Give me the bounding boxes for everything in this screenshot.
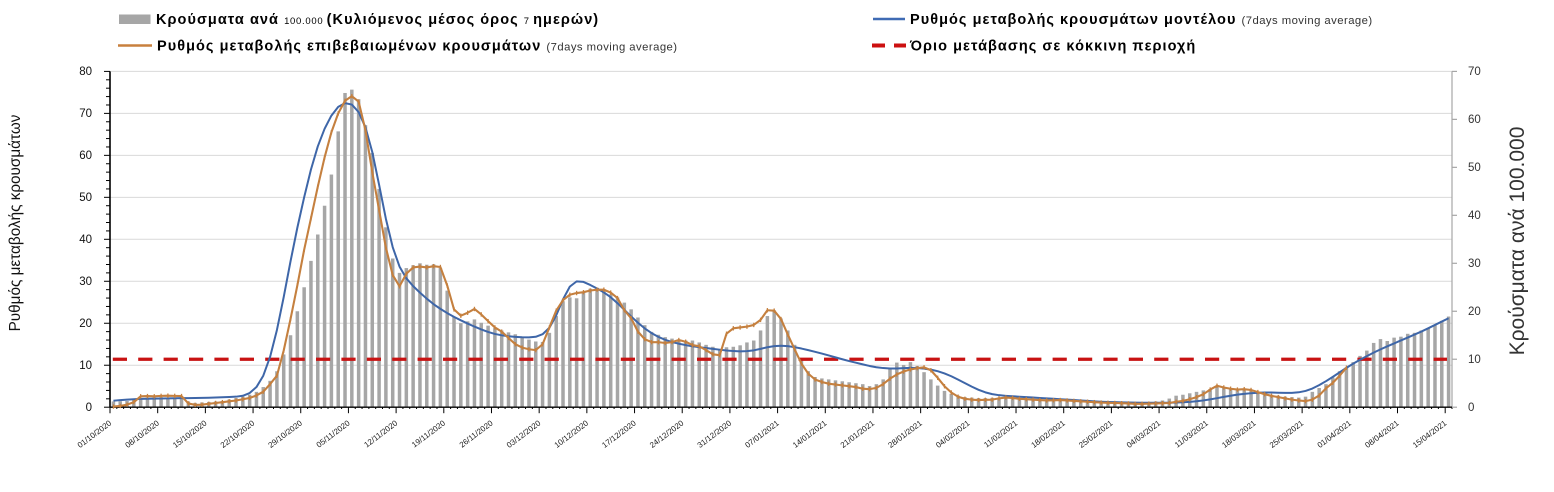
svg-text:80: 80 xyxy=(79,66,92,78)
svg-text:30: 30 xyxy=(1468,258,1481,270)
svg-text:10: 10 xyxy=(79,360,92,372)
svg-text:Ρυθμός μεταβολής κρουσμάτων: Ρυθμός μεταβολής κρουσμάτων xyxy=(7,114,24,331)
svg-text:0: 0 xyxy=(1468,402,1474,414)
svg-text:10: 10 xyxy=(1468,354,1481,366)
svg-text:Όριο μετάβασης σε κόκκινη περι: Όριο μετάβασης σε κόκκινη περιοχή xyxy=(909,39,1196,55)
svg-text:70: 70 xyxy=(1468,66,1481,78)
svg-text:50: 50 xyxy=(1468,162,1481,174)
svg-text:50: 50 xyxy=(79,192,92,204)
svg-text:Κρούσματα ανά 100.000: Κρούσματα ανά 100.000 xyxy=(1506,127,1529,356)
svg-text:0: 0 xyxy=(86,402,92,414)
svg-text:30: 30 xyxy=(79,276,92,288)
svg-text:40: 40 xyxy=(1468,210,1481,222)
svg-text:40: 40 xyxy=(79,234,92,246)
svg-text:Κρούσματα ανά 100.000 (Κυλιόμε: Κρούσματα ανά 100.000 (Κυλιόμενος μέσος … xyxy=(156,12,599,28)
svg-text:Ρυθμός μεταβολής επιβεβαιωμένω: Ρυθμός μεταβολής επιβεβαιωμένων κρουσμάτ… xyxy=(157,39,678,55)
svg-text:20: 20 xyxy=(1468,306,1481,318)
svg-text:20: 20 xyxy=(79,318,92,330)
svg-text:60: 60 xyxy=(79,150,92,162)
svg-text:60: 60 xyxy=(1468,114,1481,126)
svg-text:Ρυθμός μεταβολής κρουσμάτων μο: Ρυθμός μεταβολής κρουσμάτων μοντέλου (7d… xyxy=(910,12,1373,28)
svg-text:70: 70 xyxy=(79,108,92,120)
